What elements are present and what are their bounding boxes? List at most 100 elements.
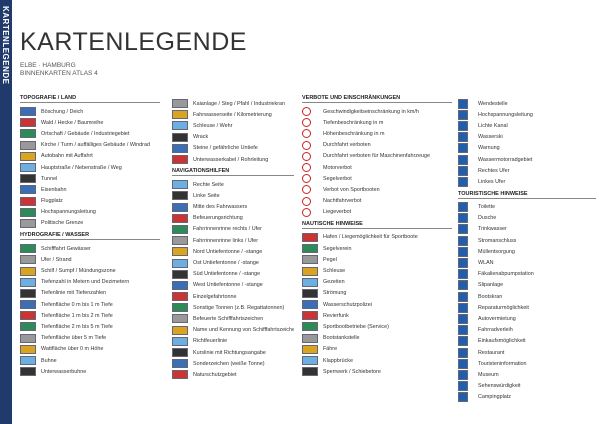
legend-icon: [172, 280, 188, 290]
legend-column: TOPOGRAFIE / LAND Böschung / Deich Wald / …: [20, 92, 160, 377]
legend-label: Segelverein: [323, 245, 352, 252]
legend-label: Kurslinie mit Richtungsangabe: [193, 349, 266, 356]
legend-label: Linkes Ufer: [478, 178, 506, 185]
legend-item: Slipanlage: [458, 280, 596, 291]
legend-item: Naturschutzgebiet: [172, 369, 294, 380]
legend-item: Politische Grenze: [20, 218, 160, 229]
legend-item: Einkaufsmöglichkeit: [458, 336, 596, 347]
section-heading: VERBOTE UND EINSCHRÄNKUNGEN: [302, 95, 452, 103]
legend-label: Gezeiten: [323, 279, 345, 286]
legend-label: Pegel: [323, 256, 337, 263]
legend-item: Schilf / Sumpf / Mündungszone: [20, 265, 160, 276]
section-heading: TOPOGRAFIE / LAND: [20, 95, 160, 103]
legend-item: West Untiefentonne / -stange: [172, 280, 294, 291]
legend-label: Segelverbot: [323, 175, 352, 182]
legend-icon: [172, 224, 188, 234]
legend-label: Nachtfahrverbot: [323, 198, 362, 205]
legend-icon: [172, 99, 188, 109]
legend-icon: [20, 288, 36, 298]
legend-icon: [458, 246, 468, 257]
legend-icon: [458, 213, 468, 224]
legend-label: Restaurant: [478, 349, 505, 356]
legend-item: Strömung: [302, 288, 452, 299]
legend-label: Museum: [478, 371, 499, 378]
legend-label: Dusche: [478, 215, 497, 222]
legend-icon: [302, 174, 311, 184]
legend-item: Bootskran: [458, 291, 596, 302]
legend-label: Steine / gefährliche Untiefe: [193, 145, 258, 152]
legend-item: Kirche / Turm / auffälliges Gebäude / Wi…: [20, 140, 160, 151]
legend-item: Süd Untiefentonne / -stange: [172, 269, 294, 280]
legend-icon: [20, 163, 36, 173]
legend-icon: [20, 129, 36, 139]
legend-item: Steine / gefährliche Untiefe: [172, 143, 294, 154]
legend-item: Warnung: [458, 143, 596, 154]
legend-icon: [20, 266, 36, 276]
legend-item: Dusche: [458, 213, 596, 224]
legend-icon: [172, 247, 188, 257]
legend-icon: [302, 207, 311, 217]
legend-label: Wendestelle: [478, 100, 508, 107]
legend-item: Richtfeuerlinie: [172, 336, 294, 347]
legend-item: Unterwasserkabel / Rohrleitung: [172, 154, 294, 165]
legend-item: Wrack: [172, 132, 294, 143]
legend-icon: [20, 118, 36, 128]
legend-item: Schifffahrt Gewässer: [20, 243, 160, 254]
legend-label: Tiefenlinie mit Tiefenzahlen: [41, 290, 107, 297]
legend-item: Fahrwasserseite / Kilometrierung: [172, 109, 294, 120]
legend-item: Wassermotorradgebiet: [458, 154, 596, 165]
legend-item: Tiefenlinie mit Tiefenzahlen: [20, 288, 160, 299]
legend-label: Ortschaft / Gebäude / Industriegebiet: [41, 130, 130, 137]
legend-icon: [302, 196, 311, 206]
legend-item: Schleuse / Wehr: [172, 120, 294, 131]
legend-item: Wasserschutzpolizei: [302, 299, 452, 310]
legend-label: Ost Untiefentonne / -stange: [193, 260, 259, 267]
legend-item: Eisenbahn: [20, 184, 160, 195]
legend-label: Unterwasserkabel / Rohrleitung: [193, 156, 269, 163]
legend-label: Tunnel: [41, 175, 58, 182]
legend-icon: [458, 235, 468, 246]
legend-label: Einkaufsmöglichkeit: [478, 338, 526, 345]
legend-icon: [302, 277, 318, 287]
legend-label: Nord Untiefentonne / -stange: [193, 248, 263, 255]
legend-item: Unterwasserbuhne: [20, 366, 160, 377]
legend-label: Strömung: [323, 290, 347, 297]
legend-item: Mitte des Fahrwassers: [172, 202, 294, 213]
legend-icon: [172, 202, 188, 212]
side-band: [0, 0, 12, 424]
legend-item: Autobahn mit Auffahrt: [20, 151, 160, 162]
legend-icon: [458, 269, 468, 280]
legend-item: Rechte Seite: [172, 179, 294, 190]
legend-label: Wassermotorradgebiet: [478, 156, 533, 163]
legend-icon: [172, 143, 188, 153]
legend-icon: [20, 140, 36, 150]
legend-label: Rechtes Ufer: [478, 167, 510, 174]
legend-icon: [458, 313, 468, 324]
legend-icon: [172, 348, 188, 358]
legend-label: Tiefenbeschränkung in m: [323, 119, 384, 126]
legend-item: Durchfahrt verboten für Maschinenfahrzeu…: [302, 151, 452, 162]
legend-item: Fäkalienabpumpstation: [458, 269, 596, 280]
legend-item: Hauptstraße / Nebenstraße / Weg: [20, 162, 160, 173]
side-label: KARTENLEGENDE: [1, 6, 10, 85]
legend-icon: [172, 258, 188, 268]
legend-item: Sportbootbetriebe (Service): [302, 321, 452, 332]
legend-item: Tiefenfläche 1 m bis 2 m Tiefe: [20, 310, 160, 321]
legend-icon: [302, 163, 311, 173]
legend-item: Wendestelle: [458, 98, 596, 109]
legend-icon: [20, 344, 36, 354]
section-heading: HYDROGRAFIE / WASSER: [20, 232, 160, 241]
legend-item: Pegel: [302, 254, 452, 265]
legend-label: Wasserski: [478, 134, 503, 141]
legend-label: Müllentsorgung: [478, 248, 515, 255]
legend-icon: [172, 370, 188, 380]
legend-icon: [458, 143, 468, 154]
legend-item: Bootstankstelle: [302, 333, 452, 344]
legend-label: Fahrrinnenrinne rechts / Ufer: [193, 226, 262, 233]
legend-item: Linke Seite: [172, 190, 294, 201]
legend-label: Tiefenfläche 2 m bis 5 m Tiefe: [41, 323, 113, 330]
legend-item: Fahrrinnenrinne links / Ufer: [172, 235, 294, 246]
section-heading: TOURISTISCHE HINWEISE: [458, 191, 596, 199]
legend-label: Bootstankstelle: [323, 335, 360, 342]
legend-label: Höhenbeschränkung in m: [323, 130, 385, 137]
